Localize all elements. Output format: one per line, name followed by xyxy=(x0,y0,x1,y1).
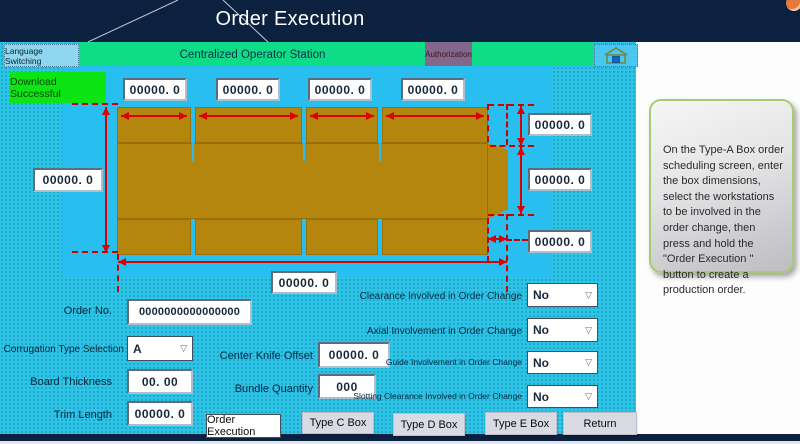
dim-arrow-right-2 xyxy=(517,147,525,214)
title-bar: Order Execution xyxy=(0,0,800,42)
titlebar-decor-lines xyxy=(87,0,269,42)
help-panel: On the Type-A Box order scheduling scree… xyxy=(649,99,794,296)
clearance-involved-value: No xyxy=(533,288,549,302)
dim-dash xyxy=(488,104,534,106)
dim-dash xyxy=(490,145,534,147)
box-top-flap-1 xyxy=(117,107,191,143)
dim-field-right-3[interactable]: 00000. 0 xyxy=(528,230,592,253)
order-no-label: Order No. xyxy=(63,304,112,317)
center-knife-offset-label: Center Knife Offset xyxy=(219,349,313,362)
language-switching-button[interactable]: Language Switching xyxy=(4,44,79,67)
type-d-box-button[interactable]: Type D Box xyxy=(393,413,465,436)
center-knife-offset-field[interactable]: 00000. 0 xyxy=(318,342,390,368)
order-execution-button[interactable]: Order Execution xyxy=(206,414,281,438)
axial-involvement-value: No xyxy=(533,323,549,337)
bottom-strip xyxy=(0,441,800,444)
box-score-notch xyxy=(303,143,305,161)
dim-dash xyxy=(506,214,508,292)
guide-involvement-select[interactable]: No xyxy=(527,351,598,374)
slotting-clearance-select[interactable]: No xyxy=(527,385,598,408)
guide-involvement-value: No xyxy=(533,355,549,370)
dim-field-top-2[interactable]: 00000. 0 xyxy=(216,78,280,101)
dim-arrow-flap-2 xyxy=(199,112,298,120)
type-c-box-button[interactable]: Type C Box xyxy=(302,412,374,434)
dim-field-left[interactable]: 00000. 0 xyxy=(33,168,103,192)
type-e-box-button[interactable]: Type E Box xyxy=(485,412,557,435)
dim-field-top-4[interactable]: 00000. 0 xyxy=(401,78,465,101)
dim-dash xyxy=(487,104,489,142)
dim-field-right-2[interactable]: 00000. 0 xyxy=(528,168,592,191)
download-status-badge: Download Successful xyxy=(10,72,106,103)
clearance-involved-select[interactable]: No xyxy=(527,283,598,307)
axial-involvement-select[interactable]: No xyxy=(527,318,598,342)
board-thickness-field[interactable]: 00. 00 xyxy=(127,369,193,394)
dim-field-top-1[interactable]: 00000. 0 xyxy=(123,78,187,101)
slotting-clearance-label: Slotting Clearance Involved in Order Cha… xyxy=(353,391,522,402)
record-indicator-icon xyxy=(786,0,800,11)
station-bar xyxy=(77,42,594,66)
chevron-down-icon xyxy=(585,325,592,336)
chevron-down-icon xyxy=(585,357,592,368)
dim-dash xyxy=(117,254,119,292)
board-thickness-label: Board Thickness xyxy=(30,375,112,388)
corrugation-type-label: Corrugation Type Selection xyxy=(3,343,124,355)
corrugation-type-value: A xyxy=(133,341,142,356)
box-top-flap-4 xyxy=(382,107,488,143)
dim-dash xyxy=(488,214,534,216)
bundle-quantity-field[interactable]: 000 xyxy=(318,374,376,399)
box-bottom-flap-1 xyxy=(117,219,191,255)
station-title: Centralized Operator Station xyxy=(179,48,326,61)
dim-arrow-glue-tab xyxy=(488,235,507,243)
dim-arrow-flap-3 xyxy=(310,112,374,120)
box-bottom-flap-4 xyxy=(382,219,488,255)
box-bottom-flap-3 xyxy=(306,219,378,255)
box-body xyxy=(117,143,488,219)
dim-arrow-flap-4 xyxy=(386,112,484,120)
bottom-bar xyxy=(0,434,800,441)
authorization-button[interactable]: Authorization xyxy=(425,42,472,66)
chevron-down-icon xyxy=(180,343,187,354)
box-score-notch xyxy=(379,143,381,161)
chevron-down-icon xyxy=(585,290,592,301)
dim-dash xyxy=(72,251,118,253)
dim-dash xyxy=(506,104,508,145)
home-icon xyxy=(604,47,628,64)
box-top-flap-2 xyxy=(195,107,302,143)
chevron-down-icon xyxy=(585,391,592,402)
dim-arrow-left-height xyxy=(102,107,110,253)
box-bottom-flap-2 xyxy=(195,219,302,255)
dim-dash xyxy=(72,103,118,105)
corrugation-type-select[interactable]: A xyxy=(127,336,193,361)
dim-dash xyxy=(506,239,528,241)
dim-arrow-flap-1 xyxy=(121,112,187,120)
order-no-field[interactable]: 0000000000000000 xyxy=(127,299,252,325)
bundle-quantity-label: Bundle Quantity xyxy=(234,382,313,395)
clearance-involved-label: Clearance Involved in Order Change xyxy=(359,290,522,302)
axial-involvement-label: Axial Involvement in Order Change xyxy=(366,325,522,337)
home-button[interactable] xyxy=(594,44,638,67)
trim-length-label: Trim Length xyxy=(53,408,112,421)
dim-arrow-right-1 xyxy=(517,106,525,146)
trim-length-field[interactable]: 00000. 0 xyxy=(127,401,193,426)
return-button[interactable]: Return xyxy=(563,412,637,435)
box-glue-tab xyxy=(488,143,508,219)
dim-field-top-3[interactable]: 00000. 0 xyxy=(308,78,372,101)
guide-involvement-label: Guide Involvement in Order Change xyxy=(385,357,522,368)
dim-arrow-bottom-width xyxy=(118,258,507,266)
page-title: Order Execution xyxy=(215,8,365,30)
box-score-notch xyxy=(192,143,194,161)
help-panel-text: On the Type-A Box order scheduling scree… xyxy=(663,144,784,297)
dim-field-bottom[interactable]: 00000. 0 xyxy=(271,271,337,294)
dim-field-right-1[interactable]: 00000. 0 xyxy=(528,113,592,136)
slotting-clearance-value: No xyxy=(533,389,549,404)
